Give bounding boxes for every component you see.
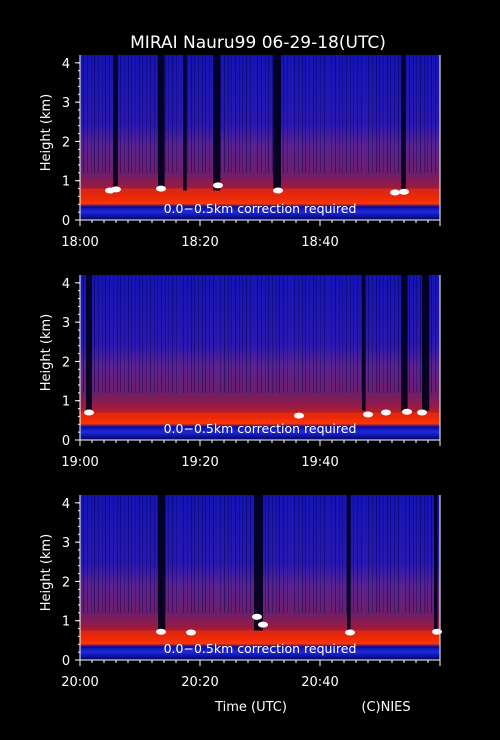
cloud-gap [347,495,351,631]
y-tick-label: 4 [62,497,70,512]
credit-label: (C)NIES [361,700,410,715]
y-tick-label: 0 [62,214,70,229]
y-tick-label: 3 [62,96,70,111]
bright-return [345,629,355,636]
y-tick-label: 2 [62,575,70,590]
y-axis-label: Height (km) [39,534,54,611]
x-axis-label: Time (UTC) [214,700,287,715]
panels: 0 1 2 3 4 18:00 18:20 18:40 Height (km) 0.0−0.5km… [39,55,442,690]
x-tick-label: 20:20 [181,675,218,690]
correction-annotation: 0.0−0.5km correction required [164,641,357,656]
bright-return [381,409,391,416]
cloud-gap [183,55,187,191]
y-tick-label: 4 [62,57,70,72]
cloud-gap [254,495,263,631]
bright-return [156,628,166,635]
x-tick-label: 18:00 [61,235,98,250]
panel-1: 0 1 2 3 4 18:00 18:20 18:40 Height (km) 0.0−0.5km… [39,55,441,250]
cloud-gap [113,55,118,191]
x-tick-label: 19:40 [301,455,338,470]
bright-return [258,621,268,628]
y-tick-label: 0 [62,654,70,669]
bright-return [402,408,412,415]
y-axis-label: Height (km) [39,314,54,391]
y-tick-label: 1 [62,175,70,190]
bright-return [156,185,166,192]
x-tick-label: 19:20 [181,455,218,470]
y-tick-label: 4 [62,277,70,292]
x-tick-label: 18:40 [301,235,338,250]
boundary-layer-band [80,630,440,643]
panel-3: 0 1 2 3 4 20:00 20:20 20:40 Height (km) 0.0−0.5km… [39,495,442,690]
cloud-gap [86,275,92,411]
correction-annotation: 0.0−0.5km correction required [164,201,357,216]
bright-return [252,613,262,620]
boundary-layer-band [80,412,440,423]
y-tick-label: 3 [62,536,70,551]
cloud-gap [158,495,166,631]
cloud-gap [362,275,366,411]
y-axis-label: Height (km) [39,94,54,171]
y-tick-label: 2 [62,355,70,370]
bright-return [399,188,409,195]
boundary-layer-band [80,188,440,203]
y-tick-label: 1 [62,395,70,410]
x-tick-label: 18:20 [181,235,218,250]
correction-annotation: 0.0−0.5km correction required [164,421,357,436]
y-tick-label: 1 [62,615,70,630]
bright-return [363,411,373,418]
bright-return [294,412,304,419]
cloud-gap [273,55,281,191]
bright-return [186,629,196,636]
bright-return [84,409,94,416]
bright-return [111,186,121,193]
cloud-gap [158,55,165,191]
bright-return [390,189,400,196]
bright-return [417,409,427,416]
y-tick-label: 0 [62,434,70,449]
bright-return [213,182,223,189]
x-tick-label: 20:00 [61,675,98,690]
panel-2: 0 1 2 3 4 19:00 19:20 19:40 Height (km) 0.0−0.5km… [39,275,441,470]
cloud-gap [422,275,430,411]
cloud-gap [401,55,406,191]
cloud-gap [434,495,438,631]
chart-title: MIRAI Nauru99 06-29-18(UTC) [130,33,386,53]
x-tick-label: 20:40 [301,675,338,690]
y-tick-label: 2 [62,135,70,150]
cloud-gap [401,275,408,411]
x-tick-label: 19:00 [61,455,98,470]
bright-return [273,187,283,194]
cloud-gap [213,55,221,191]
y-tick-label: 3 [62,316,70,331]
